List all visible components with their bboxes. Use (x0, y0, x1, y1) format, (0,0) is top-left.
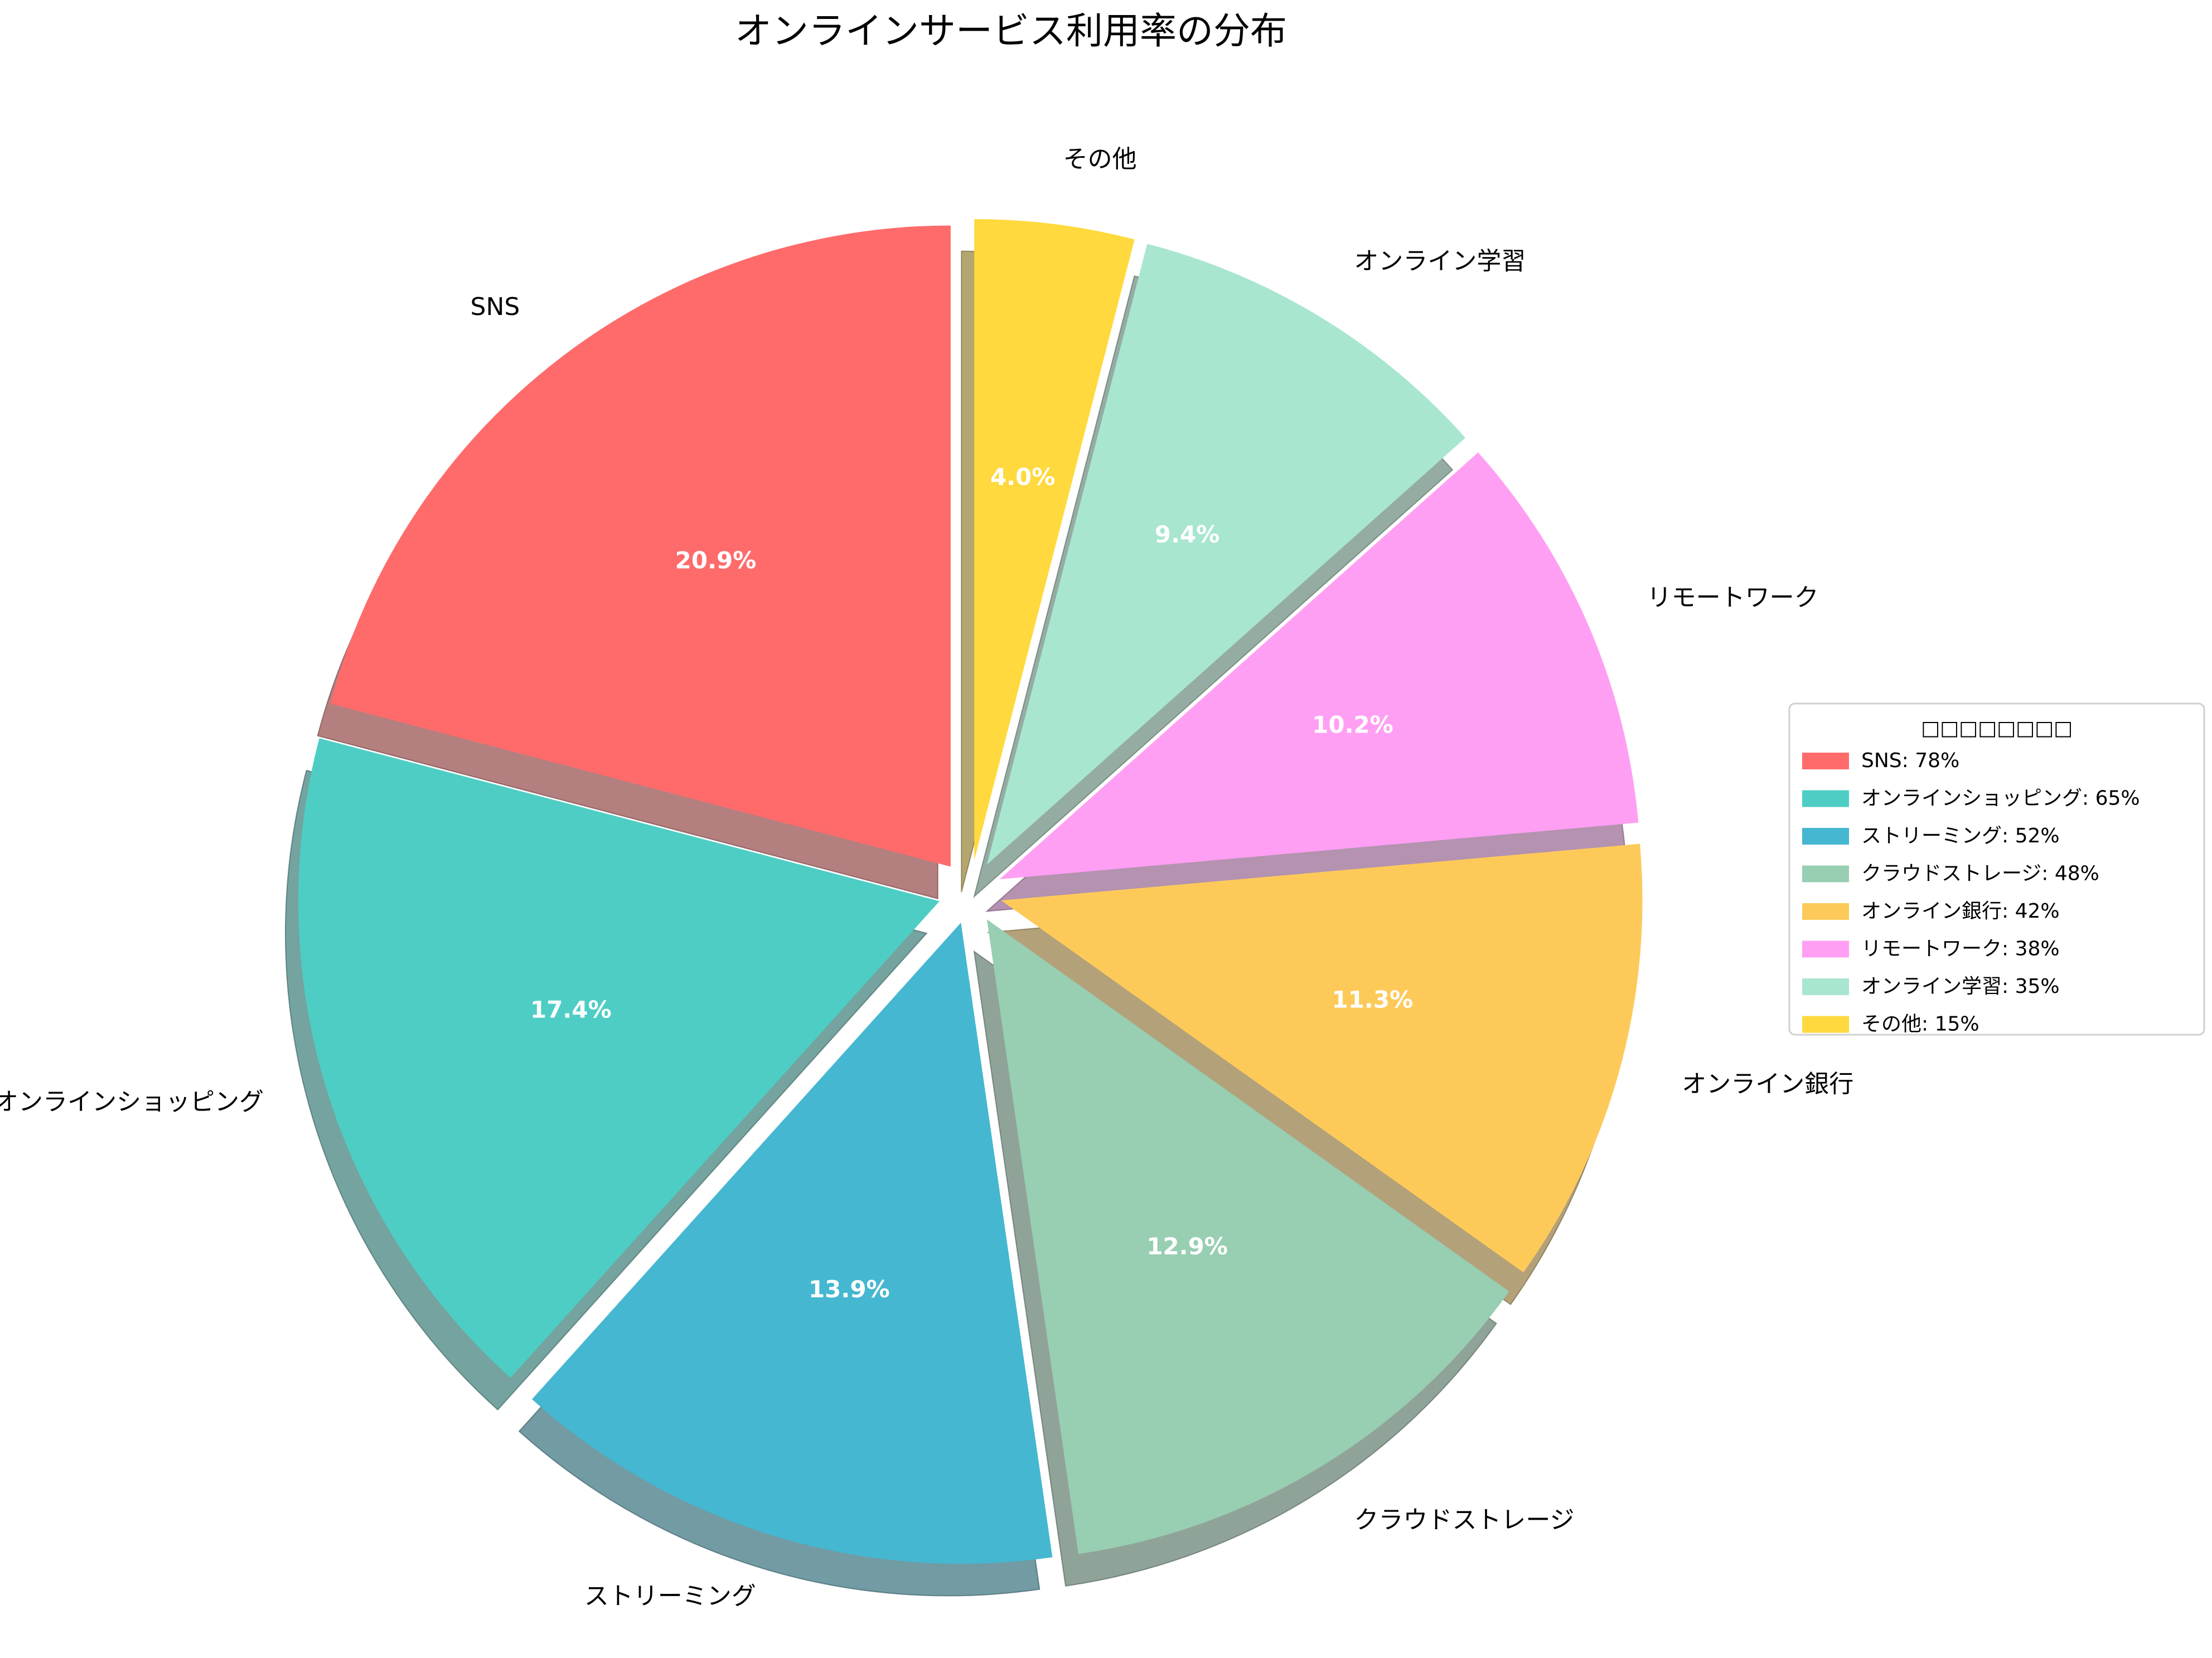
slice-label: リモートワーク (1647, 584, 1819, 612)
legend-title: □□□□□□□□ (1921, 717, 2073, 740)
legend-swatch (1802, 828, 1849, 845)
percentage-label: 17.4% (530, 996, 612, 1024)
legend-swatch (1802, 753, 1849, 769)
slice-label: オンライン学習 (1354, 247, 1526, 275)
percentage-labels: 20.9% 17.4% 13.9% 12.9% 11.3% 10.2% 9.4% 4.0% (530, 463, 1413, 1303)
pie-slice (532, 923, 1053, 1564)
percentage-label: 4.0% (990, 463, 1055, 491)
slice-label: クラウドストレージ (1354, 1506, 1574, 1534)
percentage-label: 9.4% (1155, 521, 1219, 548)
legend-item-label: オンラインショッピング: 65% (1861, 787, 2140, 810)
legend-swatch (1802, 903, 1849, 920)
legend-item-label: クラウドストレージ: 48% (1861, 862, 2099, 885)
pie-slice (986, 919, 1509, 1554)
slice-label: その他 (1063, 145, 1137, 173)
pie-slices (298, 219, 1643, 1564)
legend-items: SNS: 78% オンラインショッピング: 65% ストリーミング: 52% クラウド… (1802, 749, 2140, 1036)
pie-slice (986, 244, 1465, 865)
percentage-label: 13.9% (809, 1276, 890, 1303)
pie-slice (298, 738, 940, 1378)
legend-item-label: ストリーミング: 52% (1861, 825, 2060, 847)
slice-label: オンラインショッピング (0, 1088, 264, 1116)
percentage-label: 12.9% (1146, 1233, 1228, 1260)
slice-label: オンライン銀行 (1682, 1070, 1853, 1098)
pie-slice (330, 225, 951, 867)
legend-swatch (1802, 1016, 1849, 1033)
percentage-label: 20.9% (675, 547, 757, 574)
slice-label: ストリーミング (584, 1582, 756, 1610)
legend-item-label: オンライン学習: 35% (1861, 975, 2060, 998)
legend: □□□□□□□□ SNS: 78% オンラインショッピング: 65% ストリーミング… (1788, 702, 2205, 1036)
legend-swatch (1802, 790, 1849, 807)
legend-item-label: SNS: 78% (1861, 749, 1959, 772)
legend-swatch (1802, 940, 1849, 958)
legend-swatch (1802, 865, 1849, 883)
pie-slice (974, 219, 1135, 860)
chart-title: オンラインサービス利用率の分布 (735, 9, 1287, 52)
pie-slice (1001, 843, 1643, 1273)
legend-swatch (1802, 978, 1849, 995)
legend-frame (1788, 702, 2205, 1036)
slice-label: SNS (471, 293, 520, 321)
legend-item-label: オンライン銀行: 42% (1861, 900, 2060, 923)
pie-slice (999, 452, 1639, 880)
legend-item-label: リモートワーク: 38% (1861, 938, 2060, 961)
legend-item-label: その他: 15% (1861, 1013, 1979, 1036)
percentage-label: 11.3% (1332, 986, 1413, 1013)
percentage-label: 10.2% (1312, 711, 1393, 739)
